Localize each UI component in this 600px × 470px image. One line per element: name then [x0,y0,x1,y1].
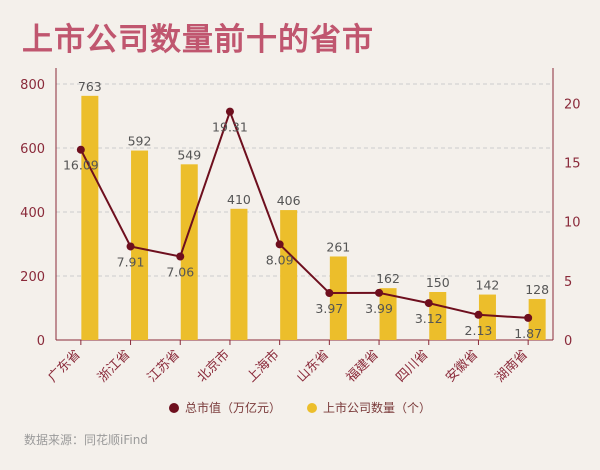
line-point [225,107,234,116]
x-tick-label: 浙江省 [95,347,133,385]
bar-data-label: 162 [376,271,400,286]
legend-marker-line [168,402,179,413]
bar [329,256,347,340]
bar [379,288,397,340]
bar [180,164,198,340]
line-point [474,310,483,319]
x-tick-label: 湖南省 [492,347,531,386]
x-tick-label: 江苏省 [144,347,183,386]
x-tick-label: 安徽省 [443,347,481,385]
line-data-label: 1.87 [514,326,542,341]
bar-data-label: 410 [227,192,251,207]
x-tick-label: 福建省 [344,347,382,385]
line-data-label: 3.12 [415,311,443,326]
bar [230,208,248,340]
line-data-label: 2.13 [465,323,493,338]
bar [528,299,546,340]
bar [131,150,149,340]
line-point [126,242,135,251]
x-tick-label: 四川省 [393,347,431,385]
y-left-tick-label: 400 [20,206,45,221]
market-cap-line [79,108,529,319]
y-right-tick-label: 5 [564,275,572,290]
line-point [76,145,85,154]
chart-title: 上市公司数量前十的省市 [22,22,374,58]
bar-data-label: 128 [525,282,549,297]
x-tick-label: 上海市 [244,347,283,386]
line-point [275,240,284,249]
legend-marker-bar [307,402,317,413]
bar-data-label: 261 [326,239,350,254]
y-right-tick-label: 0 [564,334,572,349]
line-data-label: 3.97 [315,301,343,316]
legend-item-company-count[interactable]: 上市公司数量（个） [307,399,431,416]
y-left-tick-label: 0 [37,334,45,349]
line-data-label: 7.06 [166,265,194,280]
x-tick-label: 北京市 [194,347,233,386]
y-right-tick-label: 10 [564,216,581,231]
x-tick-label: 广东省 [45,347,83,385]
line-point [424,299,433,308]
line-point [524,313,533,322]
line-data-label: 19.31 [212,120,248,135]
bar [280,210,298,340]
line-data-label: 8.09 [266,252,294,267]
legend-label-company-count: 上市公司数量（个） [323,401,432,415]
bar [81,95,99,340]
line-point [325,289,334,298]
line-data-label: 3.99 [365,301,393,316]
bar-data-label: 150 [426,275,450,290]
y-right-tick-label: 20 [564,97,581,112]
bar-data-label: 763 [78,79,102,94]
y-left-tick-label: 200 [20,270,45,285]
line-data-label: 7.91 [117,254,145,269]
y-right-tick-label: 15 [564,157,581,172]
line-point [375,288,384,297]
bar-data-label: 592 [128,134,152,149]
legend: 总市值（万亿元） 上市公司数量（个） [0,399,600,416]
x-tick-label: 山东省 [294,347,332,385]
bar-data-label: 142 [476,278,500,293]
line-point [176,252,185,261]
line-data-label: 16.09 [63,158,99,173]
legend-item-market-cap[interactable]: 总市值（万亿元） [168,399,281,416]
y-left-tick-label: 600 [20,142,45,157]
bar-data-label: 549 [177,147,201,162]
data-source: 数据来源：同花顺iFind [24,433,148,447]
legend-label-market-cap: 总市值（万亿元） [184,401,281,415]
bar [478,294,496,340]
bar-data-label: 406 [277,193,301,208]
y-left-tick-label: 800 [20,78,45,93]
